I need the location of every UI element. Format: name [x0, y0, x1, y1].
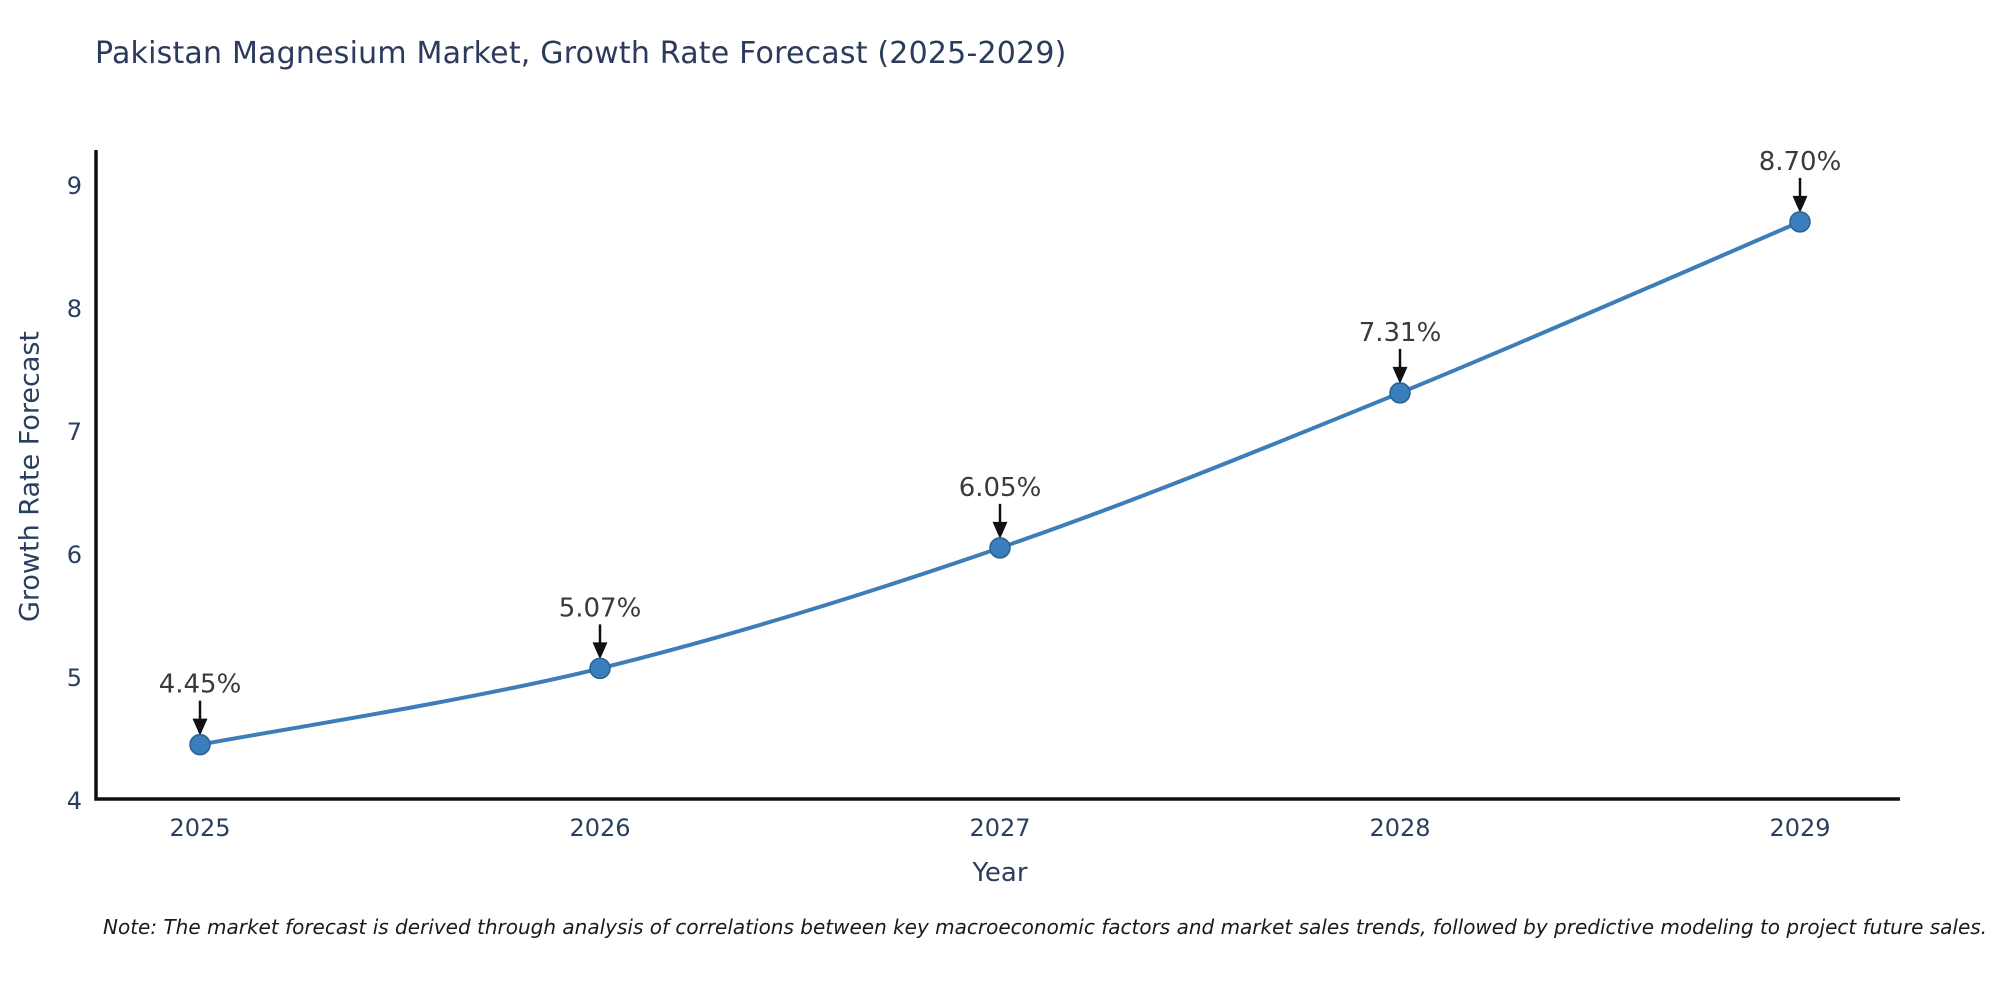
data-point-marker	[589, 657, 611, 680]
y-tick-label: 6	[67, 541, 82, 569]
data-point-label: 5.07%	[559, 593, 642, 623]
data-point-label: 7.31%	[1359, 318, 1442, 348]
axis-lines	[94, 150, 1900, 801]
y-tick-label: 5	[67, 664, 82, 692]
annotation-arrowhead-icon	[1792, 195, 1808, 213]
data-point-label: 8.70%	[1759, 147, 1842, 177]
x-tick-label: 2028	[1369, 814, 1430, 842]
data-point-marker	[1789, 211, 1811, 233]
annotation-arrowhead-icon	[192, 718, 208, 736]
annotation-arrowhead-icon	[992, 521, 1008, 539]
x-tick-label: 2027	[969, 814, 1030, 842]
annotation-arrowhead-icon	[1392, 366, 1408, 384]
x-tick-label: 2029	[1769, 814, 1830, 842]
y-tick-label: 4	[67, 787, 82, 815]
x-tick-label: 2025	[169, 814, 230, 842]
x-tick-label: 2026	[569, 814, 630, 842]
data-point-marker	[189, 733, 211, 756]
x-axis-title: Year	[972, 858, 1028, 888]
y-tick-label: 9	[67, 172, 82, 200]
data-point-label: 4.45%	[159, 670, 242, 700]
chart-title: Pakistan Magnesium Market, Growth Rate F…	[95, 36, 1067, 71]
footnote: Note: The market forecast is derived thr…	[103, 915, 1988, 939]
y-tick-label: 8	[67, 295, 82, 323]
data-point-marker	[1389, 382, 1411, 404]
data-point-marker	[989, 537, 1011, 559]
y-tick-label: 7	[67, 418, 82, 446]
data-point-label: 6.05%	[959, 473, 1042, 503]
annotation-arrowhead-icon	[592, 642, 608, 660]
